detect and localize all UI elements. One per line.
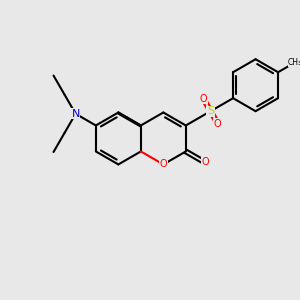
Text: O: O xyxy=(214,118,221,129)
Text: S: S xyxy=(207,106,214,116)
Text: CH₃: CH₃ xyxy=(288,58,300,67)
Text: O: O xyxy=(200,94,207,104)
Text: O: O xyxy=(201,158,209,167)
Text: N: N xyxy=(71,109,80,119)
Text: O: O xyxy=(160,159,167,170)
